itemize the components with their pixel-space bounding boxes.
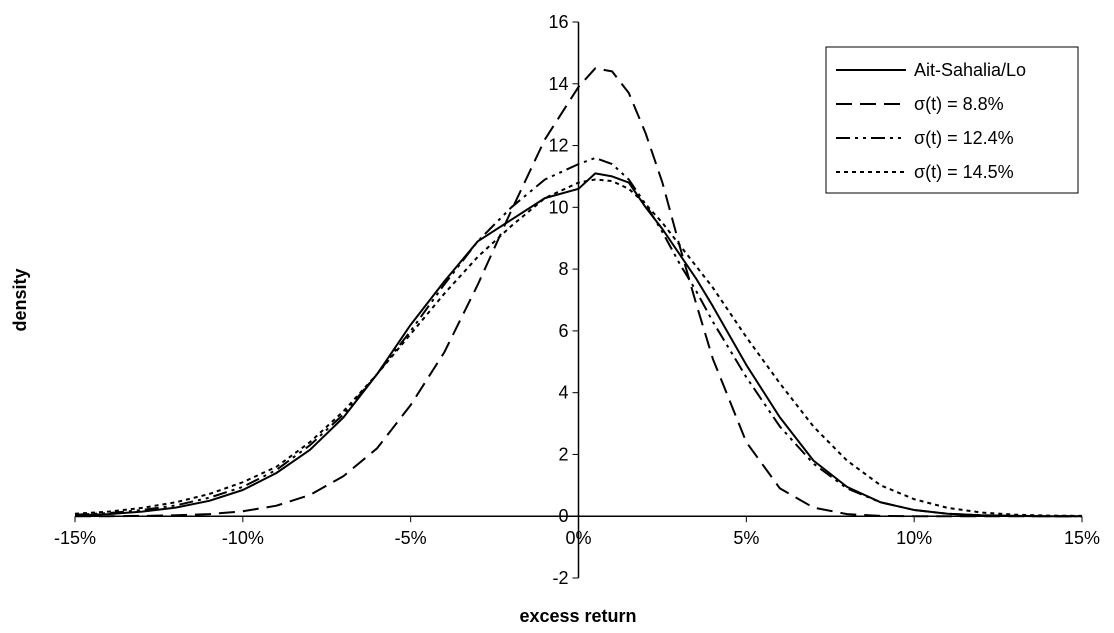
y-axis-title: density (10, 268, 30, 331)
legend-box (825, 46, 1079, 194)
x-tick-label: -10% (222, 528, 264, 548)
y-tick-label: 2 (558, 444, 568, 464)
legend-label-4: σ(t) = 14.5% (914, 162, 1014, 182)
legend-label-1: Ait-Sahalia/Lo (914, 60, 1026, 80)
x-axis-title: excess return (519, 606, 636, 626)
legend-label-3: σ(t) = 12.4% (914, 128, 1014, 148)
y-tick-label: 14 (548, 74, 568, 94)
x-tick-label: -5% (395, 528, 427, 548)
y-tick-label: 4 (558, 383, 568, 403)
x-tick-label: -15% (54, 528, 96, 548)
legend-items: Ait-Sahalia/Lo σ(t) = 8.8% σ(t) = 12.4% σ(t… (836, 60, 1026, 182)
series-line-3 (74, 156, 1082, 518)
x-tick-label: 10% (896, 528, 932, 548)
y-tick-label: 0 (558, 506, 568, 526)
ticks-layer: -2 0 2 4 6 8 10 12 14 16 -15% -10% -5% 0% 5% 10% 15% (54, 12, 1100, 588)
y-tick-label: -2 (552, 568, 568, 588)
y-tick-label: 8 (558, 259, 568, 279)
legend: Ait-Sahalia/Lo σ(t) = 8.8% σ(t) = 12.4% σ(t… (825, 46, 1079, 194)
y-tick-label: 12 (548, 136, 568, 156)
series-line-4 (74, 178, 1083, 517)
x-tick-label: 5% (733, 528, 759, 548)
x-tick-label: 15% (1064, 528, 1100, 548)
y-tick-label: 6 (558, 321, 568, 341)
y-tick-label: 16 (548, 12, 568, 32)
y-tick-label: 10 (548, 197, 568, 217)
x-tick-label: 0% (565, 528, 591, 548)
legend-label-2: σ(t) = 8.8% (914, 94, 1004, 114)
